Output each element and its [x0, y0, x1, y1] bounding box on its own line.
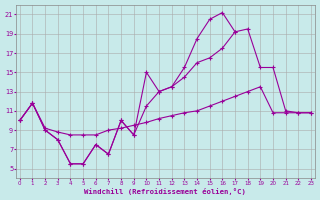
- X-axis label: Windchill (Refroidissement éolien,°C): Windchill (Refroidissement éolien,°C): [84, 188, 246, 195]
